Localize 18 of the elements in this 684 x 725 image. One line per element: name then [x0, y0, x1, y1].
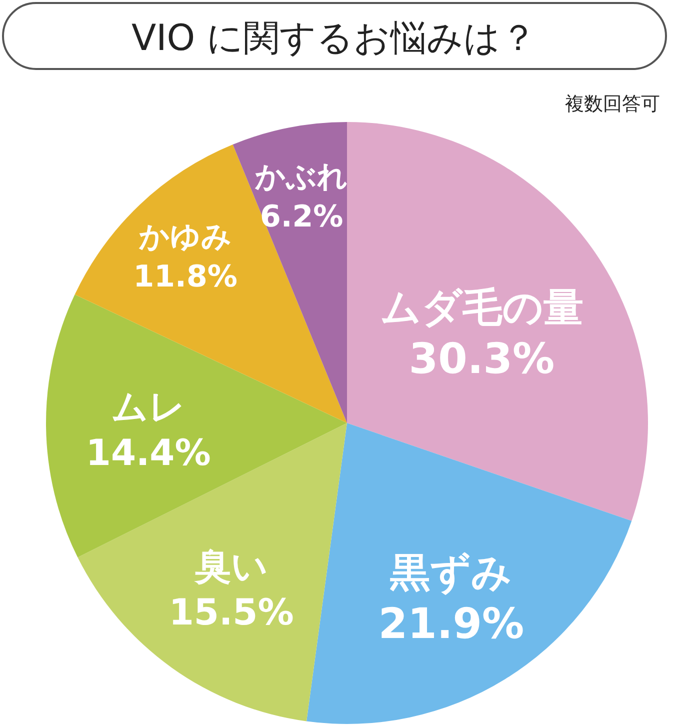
- slice-label: 黒ずみ: [389, 550, 512, 596]
- pie-slice: [306, 423, 632, 724]
- chart-title: VIO に関するお悩みは？: [131, 18, 537, 59]
- data-label: 14.4%: [86, 433, 211, 474]
- slice-label: かぶれ: [254, 160, 348, 195]
- slice-label: 臭い: [194, 546, 268, 588]
- text: 複数回答可: [565, 93, 660, 115]
- data-label: 6.2%: [260, 200, 344, 235]
- data-label: 21.9%: [378, 599, 524, 648]
- pie-slice: [347, 122, 648, 521]
- data-label: 30.3%: [408, 334, 555, 383]
- data-label: 15.5%: [168, 592, 294, 634]
- pie-slice: [74, 144, 347, 423]
- slice-label: ムダ毛の量: [380, 284, 584, 331]
- data-label: 11.8%: [133, 260, 238, 295]
- pie-slice: [78, 423, 347, 722]
- slice-label: ムレ: [111, 387, 186, 428]
- slice-label: かゆみ: [138, 220, 232, 255]
